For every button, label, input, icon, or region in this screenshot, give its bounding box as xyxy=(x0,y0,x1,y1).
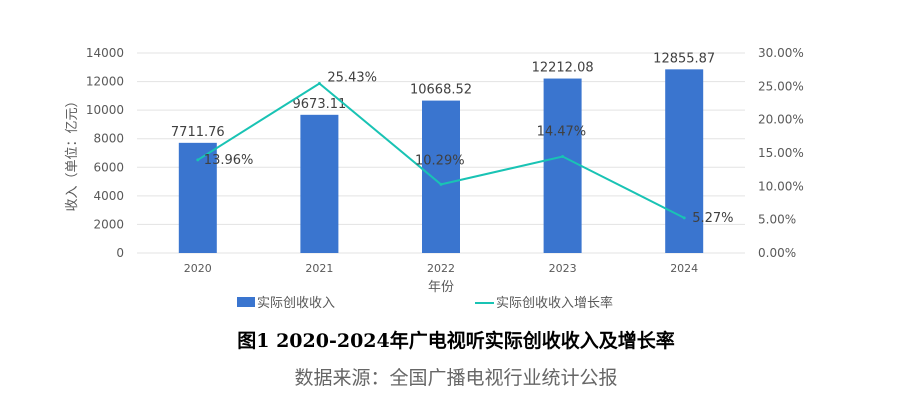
y-tick-label: 8000 xyxy=(93,132,124,146)
bar xyxy=(422,100,460,253)
line-data-label: 14.47% xyxy=(537,125,587,140)
bar xyxy=(543,78,582,253)
combo-chart: 0 2000 4000 6000 8000 10000 12000 14000 0.00% 5.0… xyxy=(65,46,804,311)
bar xyxy=(665,69,704,253)
legend-bar-swatch xyxy=(237,297,255,307)
legend-bar-label: 实际创收收入 xyxy=(257,296,335,311)
line-point xyxy=(196,158,200,162)
line-data-label: 13.96% xyxy=(204,153,254,168)
line-point xyxy=(439,182,443,186)
line-data-label: 10.29% xyxy=(415,153,465,168)
line-data-label: 25.43% xyxy=(327,70,377,85)
y-tick-label: 2000 xyxy=(93,217,124,231)
y2-tick-label: 25.00% xyxy=(758,79,804,93)
bar-data-label: 9673.11 xyxy=(293,97,347,112)
line-point xyxy=(682,216,686,220)
x-tick-label: 2024 xyxy=(670,262,698,275)
y-tick-label: 12000 xyxy=(86,75,124,89)
x-tick-label: 2022 xyxy=(427,262,455,275)
bar xyxy=(300,114,339,253)
data-source: 数据来源：全国广播电视行业统计公报 xyxy=(294,367,618,389)
figure-caption: 图1 2020-2024年广电视听实际创收收入及增长率 xyxy=(237,330,675,352)
y2-tick-label: 0.00% xyxy=(758,246,796,260)
y2-tick-label: 5.00% xyxy=(758,213,796,227)
x-tick-label: 2020 xyxy=(184,262,212,275)
y2-tick-label: 15.00% xyxy=(758,146,804,160)
bar-data-label: 7711.76 xyxy=(171,125,225,140)
line-point xyxy=(561,155,565,159)
x-axis-title: 年份 xyxy=(428,280,454,295)
x-tick-label: 2021 xyxy=(305,262,333,275)
bar-data-label: 12855.87 xyxy=(653,51,715,66)
y-tick-label: 4000 xyxy=(93,189,124,203)
x-tick-label: 2023 xyxy=(549,262,577,275)
y-tick-label: 0 xyxy=(116,246,124,260)
y-tick-label: 10000 xyxy=(86,103,124,117)
bar-data-label: 12212.08 xyxy=(532,61,594,76)
y2-tick-label: 10.00% xyxy=(758,179,804,193)
y-tick-label: 14000 xyxy=(86,46,124,60)
legend-line-label: 实际创收收入增长率 xyxy=(496,295,613,311)
y2-tick-label: 30.00% xyxy=(758,46,804,60)
line-point xyxy=(317,81,321,85)
line-data-label: 5.27% xyxy=(692,211,733,226)
bar-data-label: 10668.52 xyxy=(410,83,472,98)
y2-tick-label: 20.00% xyxy=(758,113,804,127)
y-axis-title: 收入（单位：亿元） xyxy=(65,94,80,211)
y-tick-label: 6000 xyxy=(93,160,124,174)
